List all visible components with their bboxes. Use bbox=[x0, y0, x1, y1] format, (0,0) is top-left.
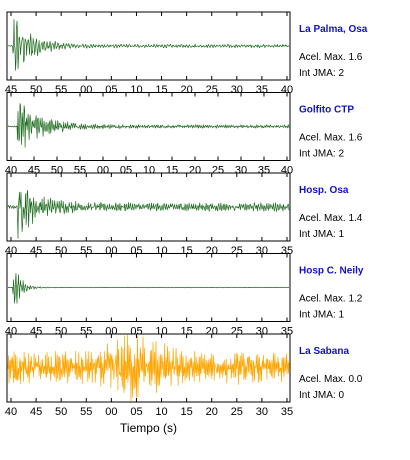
tick-label: 50 bbox=[30, 84, 42, 96]
tick-label: 15 bbox=[155, 84, 167, 96]
waveform-trace bbox=[7, 272, 290, 304]
tick-label: 20 bbox=[206, 406, 218, 418]
tick-label: 45 bbox=[28, 165, 40, 177]
acel-max-label: Acel. Max. 1.6 bbox=[299, 52, 363, 63]
tick-label: 05 bbox=[130, 406, 142, 418]
panel-frame bbox=[6, 172, 291, 242]
int-jma-label: Int JMA: 0 bbox=[299, 390, 344, 401]
waveform-trace bbox=[7, 334, 290, 402]
panel-frame bbox=[6, 11, 291, 81]
tick-label: 15 bbox=[166, 165, 178, 177]
tick-label: 55 bbox=[74, 165, 86, 177]
tick-label: 10 bbox=[155, 406, 167, 418]
tick-label: 30 bbox=[256, 406, 268, 418]
acel-max-label: Acel. Max. 1.4 bbox=[299, 213, 363, 224]
tick-label: 15 bbox=[181, 406, 193, 418]
tick-label: 25 bbox=[206, 84, 218, 96]
tick-label: 55 bbox=[80, 406, 92, 418]
tick-label: 00 bbox=[105, 406, 117, 418]
int-jma-label: Int JMA: 1 bbox=[299, 310, 344, 321]
tick-label: 05 bbox=[120, 165, 132, 177]
tick-label: 20 bbox=[189, 165, 201, 177]
panel-frame bbox=[6, 333, 291, 403]
station-name: Golfito CTP bbox=[299, 105, 354, 116]
waveform-trace bbox=[7, 19, 290, 71]
acel-max-label: Acel. Max. 0.0 bbox=[299, 374, 363, 385]
acel-max-label: Acel. Max. 1.6 bbox=[299, 133, 363, 144]
int-jma-label: Int JMA: 2 bbox=[299, 68, 344, 79]
tick-label: 50 bbox=[55, 406, 67, 418]
x-axis-label: Tiempo (s) bbox=[120, 421, 177, 435]
panel-5: 40 45 50 55 00 05 10 15 20 25 30 35 La Sabana Acel. M… bbox=[5, 333, 363, 418]
station-name: La Palma, Osa bbox=[299, 24, 368, 35]
waveform-trace bbox=[7, 189, 290, 239]
tick-label: 05 bbox=[105, 84, 117, 96]
panel-frame bbox=[6, 253, 291, 322]
int-jma-label: Int JMA: 1 bbox=[299, 229, 344, 240]
tick-label: 25 bbox=[231, 406, 243, 418]
acel-max-label: Acel. Max. 1.2 bbox=[299, 294, 363, 305]
waveform-trace bbox=[7, 103, 290, 148]
station-name: Hosp. Osa bbox=[299, 185, 349, 196]
tick-label: 00 bbox=[80, 84, 92, 96]
tick-label: 00 bbox=[97, 165, 109, 177]
station-name: Hosp C. Neily bbox=[299, 266, 364, 277]
tick-label: 45 bbox=[30, 406, 42, 418]
tick-label: 35 bbox=[258, 165, 270, 177]
tick-label: 40 bbox=[5, 406, 17, 418]
tick-label: 10 bbox=[143, 165, 155, 177]
tick-label: 25 bbox=[212, 165, 224, 177]
station-name: La Sabana bbox=[299, 346, 349, 357]
tick-label: 35 bbox=[256, 84, 268, 96]
tick-label: 20 bbox=[181, 84, 193, 96]
tick-label: 35 bbox=[281, 406, 293, 418]
int-jma-label: Int JMA: 2 bbox=[299, 149, 344, 160]
tick-label: 10 bbox=[130, 84, 142, 96]
